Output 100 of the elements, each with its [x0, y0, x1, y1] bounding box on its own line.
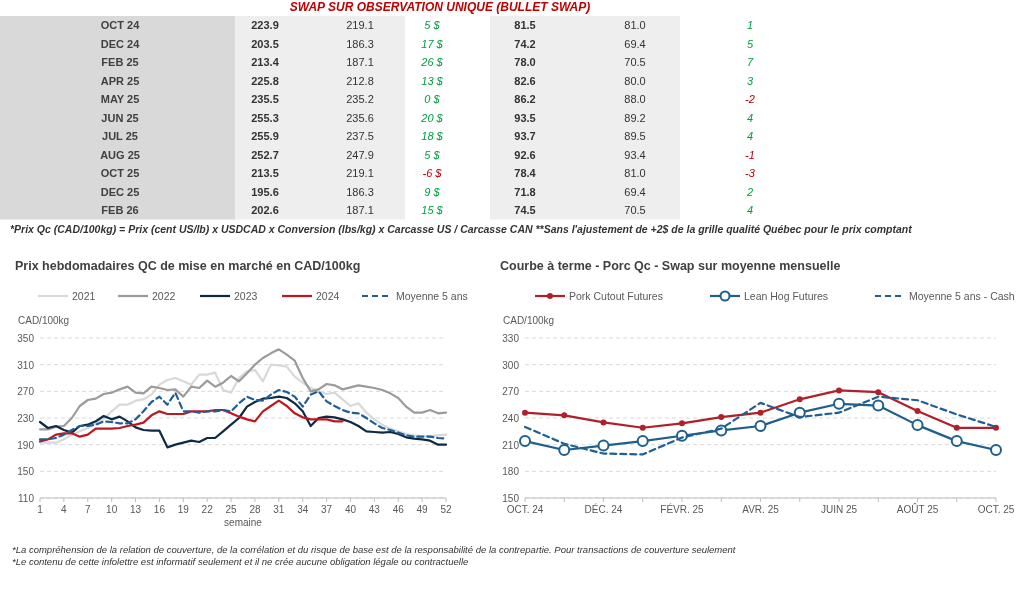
text: 70.5 — [624, 56, 646, 68]
text: 247.9 — [346, 148, 374, 161]
y-tick-label: 240 — [502, 413, 520, 424]
category-label: JUL 25 — [102, 130, 138, 142]
point — [911, 419, 924, 432]
y-tick-label: 150 — [502, 493, 520, 504]
point — [679, 420, 685, 427]
category-label: MAY 25 — [100, 93, 140, 105]
point — [914, 407, 921, 414]
point — [639, 424, 646, 431]
text: 187.1 — [346, 204, 374, 216]
text: 219.1 — [346, 19, 374, 31]
text: 93.5 — [514, 111, 536, 124]
text: 20 $ — [421, 111, 443, 124]
category-label: FEB 26 — [101, 204, 139, 216]
text: 202.6 — [251, 204, 279, 216]
x-tick-label: 34 — [297, 504, 309, 515]
text: 69.4 — [624, 37, 646, 50]
text: 93.7 — [514, 130, 536, 142]
text: 237.5 — [346, 130, 374, 142]
x-tick-label: 16 — [153, 504, 166, 515]
text: 213.4 — [251, 56, 279, 68]
x-tick-label: AOÛT 25 — [896, 503, 939, 515]
category-label: FEB 25 — [101, 56, 139, 68]
x-tick-label: OCT. 24 — [506, 504, 544, 515]
point — [522, 409, 528, 416]
x-tick-label: 46 — [392, 504, 405, 515]
point — [757, 409, 764, 416]
x-tick-label: 22 — [201, 504, 214, 515]
x-tick-label: 19 — [177, 504, 190, 515]
x-tick-label: 1 — [37, 504, 44, 515]
legend-label: Lean Hog Futures — [744, 290, 829, 302]
text: 235.5 — [251, 93, 279, 105]
legend-label: 2023 — [234, 290, 258, 302]
y-tick-label: 210 — [502, 439, 520, 451]
x-tick-label: AVR. 25 — [742, 504, 780, 515]
legend-label: Pork Cutout Futures — [569, 290, 663, 302]
text: 82.6 — [514, 74, 536, 87]
text: 74.2 — [514, 37, 536, 50]
text: 74.5 — [514, 204, 536, 216]
y-tick-label: 350 — [17, 333, 35, 344]
text: -3 — [745, 167, 755, 179]
legend-label: Moyenne 5 ans - Cash — [909, 290, 1015, 302]
y-tick-label: 230 — [17, 413, 35, 424]
legend-label: 2024 — [316, 290, 340, 302]
text: 2 — [746, 185, 754, 198]
text: 203.5 — [251, 37, 279, 50]
point — [990, 444, 1002, 456]
x-tick-label: 7 — [84, 504, 91, 515]
x-tick-label: 4 — [61, 504, 68, 515]
text: 93.4 — [624, 148, 646, 161]
text: 80.0 — [624, 74, 646, 87]
x-tick-label: 43 — [368, 504, 381, 515]
point — [993, 424, 999, 431]
category-label: JUN 25 — [101, 111, 139, 124]
text: 81.5 — [514, 19, 536, 31]
text: 92.6 — [514, 148, 536, 161]
text: 186.3 — [346, 37, 374, 50]
text: 15 $ — [421, 204, 443, 216]
chart-title: Prix hebdomadaires QC de mise en marché en CAD/100kg — [15, 259, 361, 273]
line-series — [38, 348, 448, 431]
category-label: AUG 25 — [100, 148, 140, 161]
point — [636, 435, 649, 448]
y-tick-label: 190 — [17, 439, 35, 451]
text: 78.4 — [514, 167, 536, 179]
point — [558, 444, 571, 456]
text: 69.4 — [624, 185, 646, 198]
x-tick-label: 49 — [416, 504, 429, 515]
text: 81.0 — [624, 167, 646, 179]
category-label: APR 25 — [100, 74, 140, 87]
text: 88.0 — [624, 93, 646, 105]
y-tick-label: 110 — [18, 493, 35, 504]
text: 89.5 — [624, 130, 646, 142]
text: *Prix Qc (CAD/100kg) = Prix (cent US/lb) x USDCAD x Conversion (lbs/kg) x Carcasse US / Carcasse CAN **Sans l'ajustement de +2$ de la grille qualité Québec pour le prix comptant — [10, 222, 913, 235]
line-series — [38, 395, 448, 449]
text: 0 $ — [424, 93, 440, 105]
x-tick-label: 28 — [249, 504, 261, 515]
legend-label: 2021 — [72, 290, 96, 302]
point — [833, 397, 845, 410]
text: 5 — [746, 37, 754, 50]
text: 5 $ — [424, 148, 440, 161]
y-tick-label: 270 — [17, 386, 35, 398]
legend-label: 2022 — [152, 290, 176, 302]
x-tick-label: JUIN 25 — [820, 504, 858, 515]
y-tick-label: 330 — [502, 333, 520, 344]
text: 252.7 — [251, 148, 279, 161]
text: *La compréhension de la relation de couverture, de la corrélation et du risque de base est de la responsabilité de la contrepartie. Pour transactions de couverture seulement — [12, 544, 736, 555]
x-tick-label: 13 — [129, 504, 142, 515]
text: 81.0 — [624, 19, 646, 31]
text: *Le contenu de cette infolettre est informatif seulement et il ne crée aucune obligation légale ou contractuelle — [12, 556, 469, 567]
text: 187.1 — [346, 56, 374, 68]
point — [796, 396, 803, 403]
x-tick-label: DÉC. 24 — [584, 503, 623, 515]
text: -6 $ — [422, 167, 442, 179]
point — [953, 424, 960, 431]
x-tick-label: 10 — [106, 504, 118, 515]
text: 5 $ — [424, 19, 440, 31]
point — [754, 420, 767, 432]
y-tick-label: 270 — [502, 386, 520, 398]
text: 4 — [746, 130, 754, 142]
